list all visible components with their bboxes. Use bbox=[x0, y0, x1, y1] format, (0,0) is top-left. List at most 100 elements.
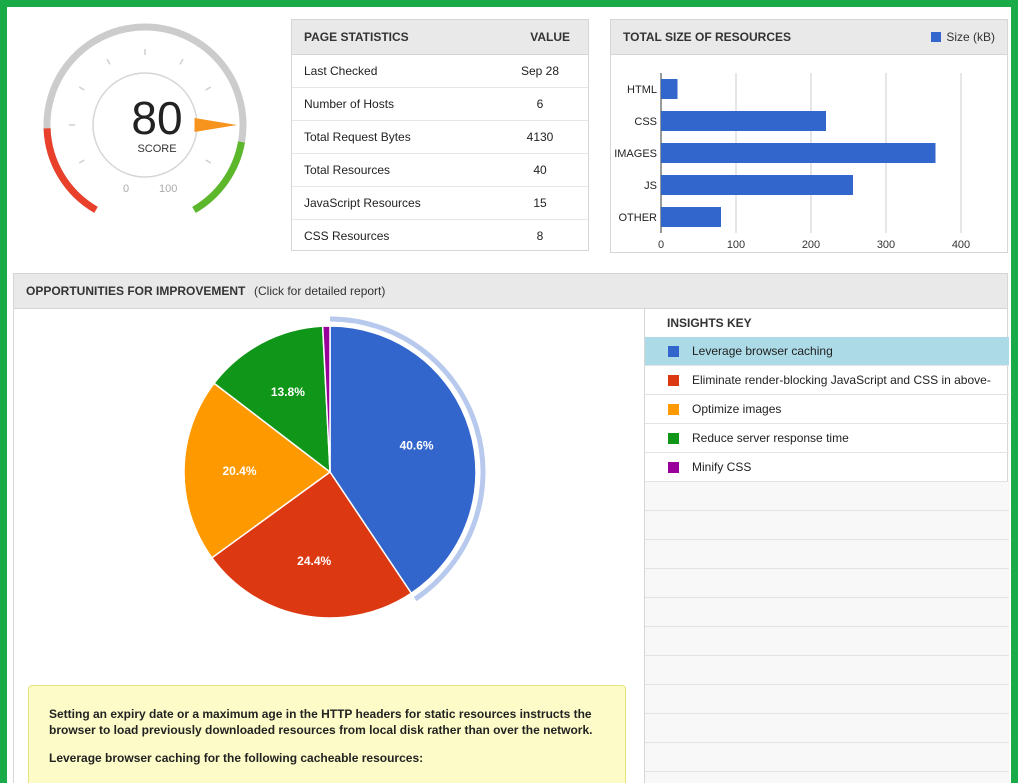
stat-label: Total Request Bytes bbox=[304, 130, 411, 144]
opportunities-pie-chart[interactable]: 40.6% 24.4% 20.4% 13.8% bbox=[14, 309, 642, 669]
stat-label: Total Resources bbox=[304, 163, 391, 177]
bar-css bbox=[661, 111, 826, 131]
gauge-green-zone bbox=[192, 141, 245, 213]
bar-html bbox=[661, 79, 678, 99]
pie-slice[interactable] bbox=[210, 470, 413, 619]
gauge-min-label: 0 bbox=[123, 183, 130, 195]
gauge-tick-mark bbox=[78, 86, 85, 91]
page-statistics-panel: PAGE STATISTICS VALUE Last Checked Sep 28… bbox=[291, 19, 589, 251]
insight-item[interactable]: Optimize images bbox=[645, 395, 1009, 424]
stat-value: 8 bbox=[536, 229, 544, 243]
category-label: IMAGES bbox=[614, 148, 657, 160]
caching-subheading: Leverage browser caching for the followi… bbox=[49, 751, 424, 765]
bar-images bbox=[661, 143, 936, 163]
pie-value-label: 40.6% bbox=[400, 439, 434, 453]
stat-value: 40 bbox=[533, 163, 547, 177]
gauge-max-label: 100 bbox=[159, 183, 178, 195]
stat-row: CSS Resources 8 bbox=[292, 220, 588, 252]
stat-row: Last Checked Sep 28 bbox=[292, 55, 588, 88]
pie-highlight-ring bbox=[329, 316, 486, 602]
pie-chart-area: 40.6% 24.4% 20.4% 13.8% bbox=[14, 309, 642, 783]
insight-label: Reduce server response time bbox=[692, 431, 849, 445]
gauge-tick-mark bbox=[179, 58, 184, 65]
stat-value: Sep 28 bbox=[520, 64, 560, 78]
insights-key: INSIGHTS KEY Leverage browser caching Eli… bbox=[644, 309, 1009, 783]
stat-row: Total Request Bytes 4130 bbox=[292, 121, 588, 154]
stat-value: 15 bbox=[533, 196, 547, 210]
chart-legend: Size (kB) bbox=[931, 20, 995, 54]
caching-description: Setting an expiry date or a maximum age … bbox=[49, 707, 593, 737]
stat-row: Total Resources 40 bbox=[292, 154, 588, 187]
resource-size-title: TOTAL SIZE OF RESOURCES bbox=[623, 30, 792, 44]
insights-key-title: INSIGHTS KEY bbox=[667, 316, 752, 330]
insight-empty-row bbox=[645, 598, 1009, 627]
insights-list: Leverage browser caching Eliminate render… bbox=[645, 337, 1009, 783]
insight-label: Eliminate render-blocking JavaScript and… bbox=[692, 373, 991, 387]
gauge-tick-mark bbox=[78, 159, 85, 164]
insight-empty-row bbox=[645, 540, 1009, 569]
insight-label: Optimize images bbox=[692, 402, 782, 416]
pie-slice[interactable] bbox=[213, 325, 331, 474]
insight-item[interactable]: Leverage browser caching bbox=[645, 337, 1009, 366]
x-tick-label: 200 bbox=[802, 239, 820, 251]
insight-item[interactable]: Reduce server response time bbox=[645, 424, 1009, 453]
x-tick-label: 300 bbox=[877, 239, 895, 251]
gauge-tick-mark bbox=[205, 159, 212, 164]
page-statistics-title: PAGE STATISTICS bbox=[304, 30, 409, 44]
insight-color-swatch bbox=[668, 433, 679, 444]
insight-empty-row bbox=[645, 772, 1009, 783]
stat-label: CSS Resources bbox=[304, 229, 390, 243]
insight-empty-row bbox=[645, 482, 1009, 511]
insight-empty-row bbox=[645, 743, 1009, 772]
pie-value-label: 20.4% bbox=[222, 464, 256, 478]
legend-label: Size (kB) bbox=[946, 30, 995, 44]
bar-js bbox=[661, 175, 853, 195]
stat-row: JavaScript Resources 15 bbox=[292, 187, 588, 220]
opportunities-title: OPPORTUNITIES FOR IMPROVEMENT bbox=[26, 284, 246, 298]
insight-color-swatch bbox=[668, 404, 679, 415]
stat-label: Number of Hosts bbox=[304, 97, 395, 111]
insight-color-swatch bbox=[668, 375, 679, 386]
pie-slice[interactable] bbox=[321, 325, 331, 473]
pie-slice[interactable] bbox=[329, 325, 477, 595]
insight-empty-row bbox=[645, 569, 1009, 598]
category-label: OTHER bbox=[619, 212, 658, 224]
legend-swatch bbox=[931, 32, 942, 42]
page-frame: 80 SCORE 0 100 PAGE STATISTICS VALUE Las… bbox=[7, 7, 1011, 783]
x-tick-label: 100 bbox=[727, 239, 745, 251]
insight-empty-row bbox=[645, 714, 1009, 743]
insight-item[interactable]: Eliminate render-blocking JavaScript and… bbox=[645, 366, 1009, 395]
insight-label: Minify CSS bbox=[692, 460, 752, 474]
stat-value: 4130 bbox=[526, 130, 554, 144]
stat-value: 6 bbox=[536, 97, 544, 111]
gauge-dial bbox=[43, 23, 247, 213]
caching-info-box: Setting an expiry date or a maximum age … bbox=[28, 685, 626, 783]
insight-empty-row bbox=[645, 656, 1009, 685]
statistics-table: Last Checked Sep 28 Number of Hosts 6 Total … bbox=[292, 55, 588, 252]
pie-value-label: 24.4% bbox=[297, 554, 331, 568]
opportunities-header[interactable]: OPPORTUNITIES FOR IMPROVEMENT (Click for… bbox=[14, 274, 1007, 309]
gauge-tick-mark bbox=[205, 86, 212, 91]
pie-value-label: 13.8% bbox=[271, 385, 305, 399]
category-label: CSS bbox=[634, 116, 657, 128]
stat-label: Last Checked bbox=[304, 64, 378, 78]
resource-size-header: TOTAL SIZE OF RESOURCES Size (kB) bbox=[611, 20, 1007, 55]
pie-slice[interactable] bbox=[183, 382, 332, 559]
gauge-red-zone bbox=[43, 128, 98, 213]
insight-color-swatch bbox=[668, 346, 679, 357]
page-statistics-header: PAGE STATISTICS VALUE bbox=[292, 20, 588, 55]
category-label: JS bbox=[644, 180, 657, 192]
x-tick-label: 400 bbox=[952, 239, 970, 251]
opportunities-subtitle: (Click for detailed report) bbox=[254, 284, 386, 298]
gauge-tick-mark bbox=[106, 58, 111, 65]
bar-other bbox=[661, 207, 721, 227]
category-label: HTML bbox=[627, 84, 657, 96]
score-gauge: 80 SCORE 0 100 bbox=[27, 7, 287, 247]
insight-empty-row bbox=[645, 511, 1009, 540]
score-value: 80 bbox=[131, 92, 183, 144]
insight-color-swatch bbox=[668, 462, 679, 473]
resource-size-chart: 0 100 200 300 400 HTML CSS IMAGES JS OTHER bbox=[614, 73, 970, 251]
resource-size-panel: TOTAL SIZE OF RESOURCES Size (kB) 0 100 20… bbox=[610, 19, 1008, 253]
stat-row: Number of Hosts 6 bbox=[292, 88, 588, 121]
insight-item[interactable]: Minify CSS bbox=[645, 453, 1009, 482]
